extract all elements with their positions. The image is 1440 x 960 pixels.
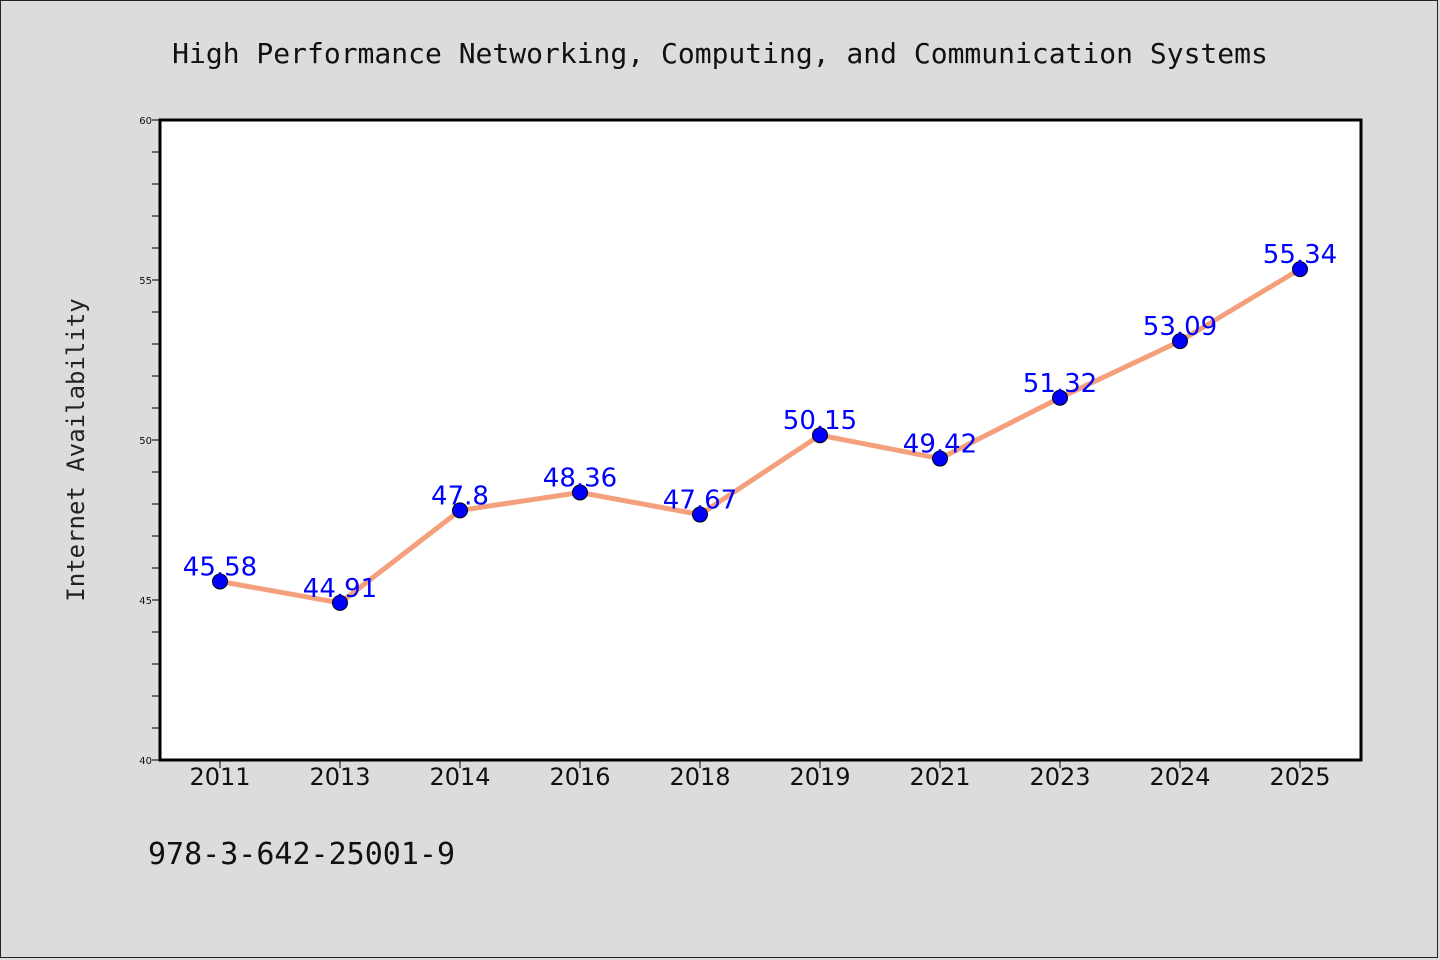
data-point [692, 506, 708, 523]
data-point [812, 427, 828, 444]
series-layer: 45.58 44.91 47.8 48.36 47.67 50.15 49.42 51.32 5… [183, 240, 1337, 611]
data-label: 45.58 [183, 552, 257, 582]
data-point [452, 502, 468, 519]
plot-area [158, 118, 1363, 762]
x-tick-label: 2014 [429, 763, 490, 791]
x-axis: 2011 2013 2014 2016 2018 2019 2021 2023 2024 2025 [189, 760, 1331, 791]
y-axis: 40 45 50 55 60 [139, 116, 160, 767]
data-label: 55.34 [1263, 240, 1337, 270]
data-point [212, 573, 228, 590]
data-point [1292, 261, 1308, 278]
data-label: 47.8 [431, 481, 489, 511]
y-axis-label: Internet Availability [62, 298, 90, 601]
data-point [572, 484, 588, 501]
data-label: 51.32 [1023, 369, 1097, 399]
data-point [1172, 333, 1188, 350]
y-tick-label: 60 [139, 116, 152, 127]
chart-title: High Performance Networking, Computing, … [172, 37, 1268, 70]
data-point [332, 594, 348, 611]
data-point [932, 450, 948, 467]
data-label: 44.91 [303, 574, 377, 604]
data-point [1052, 389, 1068, 406]
isbn-footer: 978-3-642-25001-9 [148, 837, 455, 872]
data-label: 49.42 [903, 430, 977, 460]
x-tick-label: 2023 [1029, 763, 1090, 791]
y-tick-label: 40 [139, 756, 152, 767]
x-tick-label: 2025 [1269, 763, 1330, 791]
x-tick-label: 2016 [549, 763, 610, 791]
x-tick-label: 2021 [909, 763, 970, 791]
x-tick-label: 2019 [789, 763, 850, 791]
y-tick-label: 50 [139, 436, 152, 447]
data-label: 53.09 [1143, 312, 1217, 342]
y-tick-label: 45 [139, 596, 152, 607]
x-tick-label: 2018 [669, 763, 730, 791]
x-tick-label: 2011 [189, 763, 250, 791]
x-tick-label: 2024 [1149, 763, 1210, 791]
data-label: 47.67 [663, 486, 737, 516]
data-label: 48.36 [543, 463, 617, 493]
y-tick-label: 55 [139, 276, 152, 287]
data-label: 50.15 [783, 406, 857, 436]
x-tick-label: 2013 [309, 763, 370, 791]
series-line [217, 266, 1303, 606]
